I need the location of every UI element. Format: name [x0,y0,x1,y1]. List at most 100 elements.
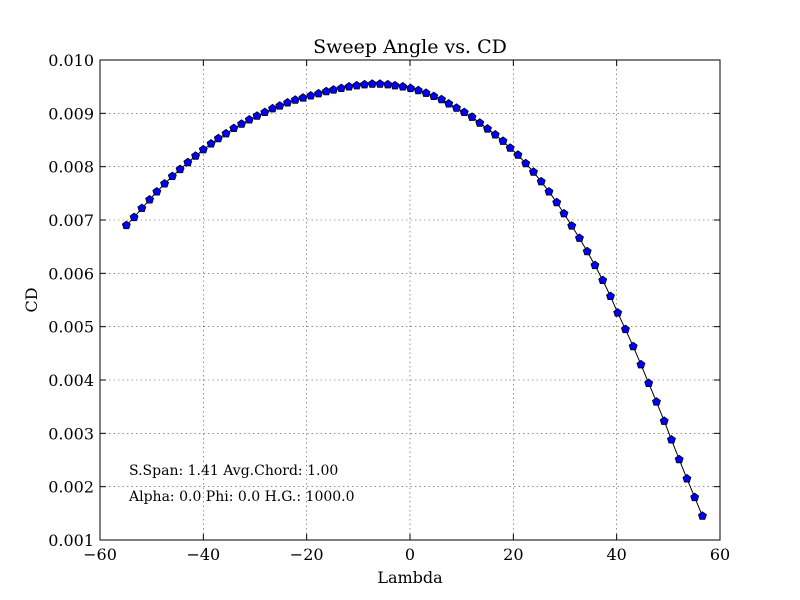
data-point [605,291,615,301]
y-tick-label: 0.009 [48,104,94,123]
data-point [360,79,370,89]
data-point [298,93,308,102]
data-point [559,208,569,218]
data-point [252,111,262,120]
data-point [290,95,300,104]
y-tick-label: 0.003 [48,424,94,443]
x-tick-label: 20 [503,545,523,564]
data-point [628,341,638,351]
data-point [352,80,362,90]
annotation-span-chord: S.Span: 1.41 Avg.Chord: 1.00 [129,463,338,479]
data-point [229,123,239,133]
data-point [268,103,278,113]
series-line [125,83,703,517]
data-point [121,220,131,230]
data-point [582,246,592,256]
data-point [674,454,684,464]
data-point [260,107,270,117]
data-point [283,97,293,107]
data-point [529,167,538,176]
data-point [244,115,254,124]
y-tick-label: 0.004 [48,371,94,390]
x-tick-label: 40 [606,545,626,564]
data-point [659,416,669,425]
data-point [513,150,523,159]
data-point [367,79,377,88]
data-point [467,112,477,121]
data-point [191,151,201,160]
data-point [429,91,439,101]
data-point [160,179,170,188]
data-point [536,176,546,186]
y-tick-label: 0.005 [48,318,94,337]
y-tick-label: 0.001 [48,531,94,550]
tick-labels: −60 −40 −20 0 20 40 60 0.001 0.002 0.003 0.004 0.00… [48,51,730,564]
y-axis-label: CD [22,287,41,312]
data-point [682,473,692,483]
data-point [406,83,415,93]
data-point [636,359,646,369]
data-point [137,203,147,213]
data-point [198,144,208,154]
data-point [437,94,446,104]
data-point [145,195,155,204]
axis-ticks [99,59,721,541]
x-tick-label: 60 [710,545,730,564]
data-point [152,187,162,196]
data-point [329,85,339,94]
data-point [206,139,216,148]
chart-title: Sweep Angle vs. CD [313,36,507,58]
data-point [544,187,554,196]
data-point [574,233,584,242]
data-point [498,136,508,145]
data-point [183,157,193,167]
data-point [336,83,346,93]
data-point [505,143,515,152]
data-point [444,99,454,108]
y-tick-label: 0.006 [48,264,94,283]
data-point [644,378,654,388]
x-axis-label: Lambda [377,568,443,587]
data-point [237,119,247,128]
data-point [375,79,385,88]
data-point [490,129,500,139]
data-point [213,133,223,143]
data-point [221,128,231,138]
annotation-alpha-phi-hg: Alpha: 0.0 Phi: 0.0 H.G.: 1000.0 [128,489,355,505]
data-point [521,158,531,168]
data-point [598,275,608,285]
data-point [129,212,139,222]
data-point [483,124,492,133]
y-tick-label: 0.008 [48,158,94,177]
y-tick-label: 0.002 [48,478,94,497]
x-tick-label: −60 [83,545,117,564]
y-tick-label: 0.007 [48,211,94,230]
data-point [613,308,623,317]
data-point [459,107,469,117]
data-point [306,91,316,100]
data-point [421,88,431,97]
y-tick-label: 0.010 [48,51,94,70]
x-tick-label: −40 [186,545,220,564]
data-point [552,197,562,207]
data-point [314,88,324,98]
data-point [475,118,485,127]
data-point [651,397,661,406]
x-tick-label: 0 [405,545,415,564]
data-point [697,511,707,520]
data-point [398,81,408,91]
data-point [275,101,285,110]
data-point [666,435,676,444]
data-point [452,103,461,112]
data-point [344,81,354,91]
data-point [413,85,423,95]
data-point [620,324,630,334]
data-point [167,171,177,181]
data-point [590,260,600,270]
data-point [390,80,400,90]
series-markers [121,79,707,520]
data-point [175,164,185,174]
data-point [690,492,700,502]
data-point [383,79,393,89]
